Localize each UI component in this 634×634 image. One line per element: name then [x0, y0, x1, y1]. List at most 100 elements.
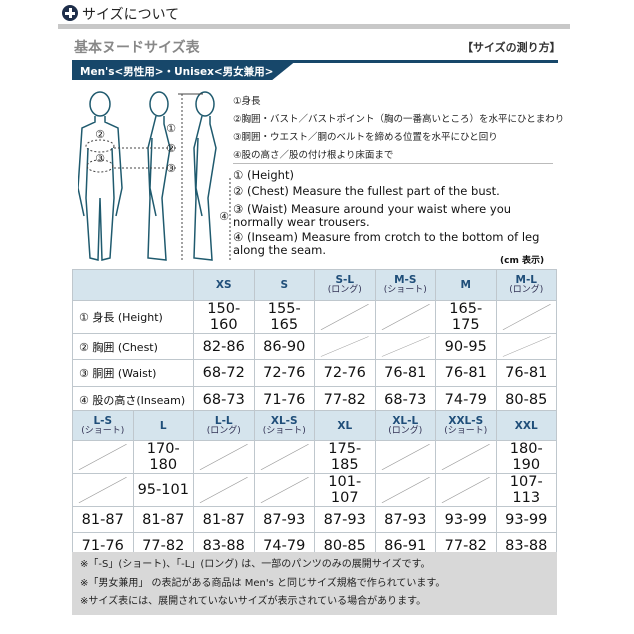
how-to-measure-link[interactable]: 【サイズの測り方】: [462, 41, 561, 54]
size-sublabel: (ショート): [262, 425, 306, 436]
category-banner: Men's<男性用>・Unisex<男女兼用>: [72, 60, 297, 80]
table-row: ① 身長 (Height) 150-160 155-165 165-175: [72, 300, 557, 334]
size-value: 71-76: [253, 386, 315, 413]
diagonal-slash: [381, 477, 430, 503]
table-row: ④ 股の高さ(Inseam) 68-73 71-76 77-82 68-73 74-79 8…: [72, 386, 557, 413]
size-header: M-S (ショート): [374, 269, 436, 301]
size-header: XXL: [495, 410, 557, 441]
size-header: S: [253, 269, 315, 301]
page-subtitle: 基本ヌードサイズ表: [74, 40, 200, 56]
size-value: 170-180: [132, 440, 194, 474]
size-sublabel: (ロング): [206, 425, 241, 436]
size-label: L-L: [214, 414, 233, 427]
size-value: 77-82: [314, 386, 376, 413]
size-value: 87-93: [374, 506, 436, 533]
diagonal-slash: [199, 444, 248, 470]
size-value: 175-185: [314, 440, 376, 474]
empty-cell: [495, 300, 557, 334]
size-label: XXL: [514, 419, 538, 432]
size-value: 82-86: [193, 333, 255, 360]
size-sublabel: (ショート): [444, 425, 488, 436]
section-title: サイズについて: [82, 7, 180, 23]
size-value: 68-72: [193, 359, 255, 387]
size-value: 76-81: [495, 359, 557, 387]
instruction-jp-3: ③胴囲・ウエスト／胴のベルトを締める位置を水平にひと回り: [233, 132, 498, 143]
marker-chest: ②: [95, 128, 105, 141]
size-sublabel: (ショート): [383, 285, 427, 295]
diagonal-slash: [260, 444, 309, 470]
table-row: ② 胸囲 (Chest) 82-86 86-90 90-95: [72, 333, 557, 360]
size-header: XL: [314, 410, 376, 441]
marker-waist: ③: [95, 152, 105, 165]
marker-height: ①: [166, 122, 176, 135]
size-header: XL-S (ショート): [253, 410, 315, 441]
diagonal-slash: [441, 477, 490, 503]
size-header: L-S (ショート): [72, 410, 134, 441]
size-value: 107-113: [495, 473, 557, 507]
row-label: ② 胸囲 (Chest): [72, 333, 194, 360]
diagonal-slash: [502, 304, 551, 330]
diagonal-slash: [320, 336, 369, 357]
diagonal-slash: [441, 444, 490, 470]
empty-cell: [435, 440, 497, 474]
row-label: ④ 股の高さ(Inseam): [72, 386, 194, 413]
empty-cell: [435, 473, 497, 507]
empty-cell: [193, 440, 255, 474]
instruction-jp-1: ①身長: [233, 96, 261, 107]
row-label: ③ 胴囲 (Waist): [72, 359, 194, 387]
diagonal-slash: [381, 444, 430, 470]
empty-cell: [495, 333, 557, 360]
instruction-en-4: ④ (Inseam) Measure from crotch to the bo…: [233, 230, 540, 257]
size-value: 155-165: [253, 300, 315, 334]
size-header: L-L (ロング): [193, 410, 255, 441]
size-header: M: [435, 269, 497, 301]
marker-waist-side: ③: [166, 162, 176, 175]
size-value: 81-87: [72, 506, 134, 533]
size-sublabel: (ロング): [327, 285, 362, 295]
note: ※サイズ表には、展開されていないサイズが表示されている場合があります。: [80, 596, 427, 607]
size-value: 80-85: [495, 386, 557, 413]
diagonal-slash: [199, 477, 248, 503]
empty-cell: [374, 333, 436, 360]
size-header: XS: [193, 269, 255, 301]
table-row: 95-101 101-107 107-113: [72, 473, 557, 507]
size-value: 81-87: [132, 506, 194, 533]
diagonal-slash: [502, 336, 551, 357]
instruction-jp-2: ②胸囲・バスト／バストポイント（胸の一番高いところ）を水平にひとまわり: [233, 114, 565, 125]
divider: [58, 24, 570, 29]
size-value: 72-76: [314, 359, 376, 387]
diagonal-slash: [381, 336, 430, 357]
empty-cell: [374, 473, 436, 507]
banner-line: [72, 60, 558, 63]
size-table-2: L-S (ショート) L L-L (ロング) XL-S (ショート) XL XL-L (ロング) X…: [72, 410, 557, 559]
instruction-en-2: ② (Chest) Measure the fullest part of th…: [233, 184, 500, 198]
size-value: 72-76: [253, 359, 315, 387]
size-label: M-L: [515, 274, 538, 286]
size-value: 101-107: [314, 473, 376, 507]
size-label: XL: [337, 419, 353, 432]
marker-inseam: ④: [219, 210, 229, 223]
diagonal-slash: [260, 477, 309, 503]
notes-box: ※「-S」(ショート)、「-L」(ロング) は、一部のパンツのみの展開サイズです…: [72, 552, 557, 615]
divider: [233, 163, 553, 164]
size-value: 180-190: [495, 440, 557, 474]
size-header: M-L (ロング): [495, 269, 557, 301]
size-value: 68-73: [193, 386, 255, 413]
size-value: 87-93: [314, 506, 376, 533]
diagonal-slash: [78, 444, 127, 470]
size-label: L-S: [93, 414, 113, 427]
table-row: 81-87 81-87 81-87 87-93 87-93 87-93 93-99 93-99: [72, 506, 557, 533]
empty-cell: [72, 440, 134, 474]
body-measurement-figure: ② ③ ① ② ③ ④: [78, 91, 231, 261]
diagonal-slash: [381, 304, 430, 330]
size-value: 93-99: [435, 506, 497, 533]
empty-cell: [314, 333, 376, 360]
size-label: M: [460, 279, 471, 291]
size-label: L: [159, 419, 167, 432]
empty-cell: [253, 473, 315, 507]
size-label: XL-S: [270, 414, 298, 427]
size-table-1: XS S S-L (ロング) M-S (ショート) M M-L (ロング) ① 身長 (Heig…: [72, 269, 557, 413]
row-label: ① 身長 (Height): [72, 300, 194, 334]
size-label: XL-L: [392, 414, 419, 427]
note: ※「男女兼用」 の表記がある商品は Men's と同じサイズ規格で作られています…: [80, 577, 446, 589]
